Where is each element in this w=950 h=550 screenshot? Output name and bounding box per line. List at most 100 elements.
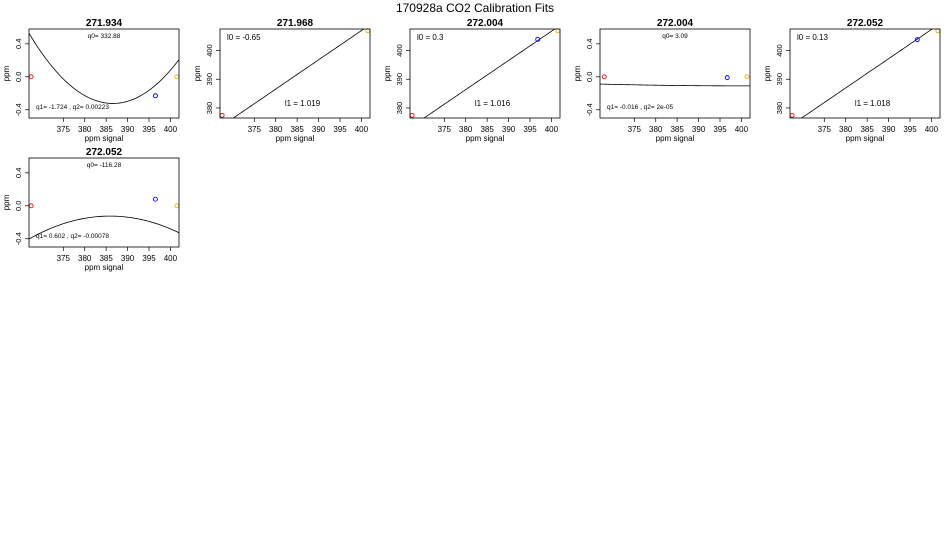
x-axis-label: ppm signal (466, 134, 505, 143)
x-tick-label: 390 (121, 125, 135, 134)
x-tick-label: 385 (480, 125, 494, 134)
x-tick-label: 400 (164, 125, 178, 134)
data-point (724, 75, 730, 81)
y-tick-label: 400 (205, 44, 214, 57)
data-point (601, 74, 607, 80)
y-tick-label: 380 (395, 102, 404, 115)
chart-panel: 271.934 375 380 385 390 395 400 -0.4 0.0 0.4 ppm s… (2, 18, 180, 143)
y-tick-label: 0.4 (585, 39, 594, 49)
y-tick-label: -0.4 (14, 103, 23, 116)
coefficient-label: q1= -1.724 , q2= 0.00223 (36, 104, 109, 111)
plot-frame (409, 28, 561, 119)
x-tick-label: 380 (78, 254, 92, 263)
plot-frame (789, 28, 941, 119)
x-tick-label: 375 (57, 254, 71, 263)
x-tick-label: 375 (628, 125, 642, 134)
x-tick-label: 395 (903, 125, 917, 134)
coefficient-label: q0= 332.88 (88, 33, 121, 40)
plot-frame (28, 28, 180, 119)
x-tick-label: 400 (925, 125, 939, 134)
x-tick-label: 400 (164, 254, 178, 263)
y-axis-label: ppm (2, 194, 11, 210)
y-tick-label: 0.0 (14, 72, 23, 82)
plot-frame (219, 28, 371, 119)
data-point (914, 37, 920, 43)
coefficient-label: q1= -0.016 , q2= 2e-05 (607, 104, 674, 111)
coefficient-label: l0 = 0.13 (797, 33, 828, 42)
data-point (152, 93, 158, 99)
x-tick-label: 380 (839, 125, 853, 134)
coefficient-label: q1= 0.602 , q2= -0.00078 (36, 233, 109, 240)
x-tick-label: 380 (78, 125, 92, 134)
x-tick-label: 395 (333, 125, 347, 134)
x-tick-label: 400 (735, 125, 749, 134)
y-axis-label: ppm (193, 65, 202, 81)
data-point (219, 112, 225, 118)
x-tick-label: 395 (523, 125, 537, 134)
data-point (174, 203, 180, 209)
y-tick-label: 390 (205, 73, 214, 86)
x-tick-label: 395 (142, 254, 156, 263)
y-tick-label: 400 (395, 44, 404, 57)
data-point (789, 112, 795, 118)
y-axis-label: ppm (573, 65, 582, 81)
fit-line (600, 83, 750, 87)
x-tick-label: 390 (692, 125, 706, 134)
fit-line (800, 29, 933, 118)
x-tick-label: 385 (290, 125, 304, 134)
y-tick-label: 0.0 (14, 201, 23, 211)
fit-line (232, 29, 365, 118)
data-point (535, 36, 541, 42)
x-tick-label: 375 (248, 125, 262, 134)
x-tick-label: 385 (99, 254, 113, 263)
data-point (152, 196, 158, 202)
y-tick-label: 390 (395, 73, 404, 86)
y-tick-label: 380 (205, 102, 214, 115)
fit-line (29, 33, 179, 104)
x-axis-label: ppm signal (276, 134, 315, 143)
coefficient-label: l1 = 1.019 (285, 99, 321, 108)
chart-panel: 271.968 375 380 385 390 395 400 380 390 400 ppm si… (193, 18, 371, 143)
x-tick-label: 390 (312, 125, 326, 134)
chart-panel: 272.004 375 380 385 390 395 400 -0.4 0.0 0.4 ppm s… (573, 18, 751, 143)
x-tick-label: 375 (818, 125, 832, 134)
x-tick-label: 380 (459, 125, 473, 134)
plot-frame (599, 28, 751, 119)
x-tick-label: 395 (713, 125, 727, 134)
coefficient-label: q0= -116.28 (87, 162, 122, 169)
panel-title: 272.004 (657, 18, 694, 29)
figure-title: 170928a CO2 Calibration Fits (396, 1, 554, 15)
y-tick-label: 390 (775, 73, 784, 86)
x-axis-label: ppm signal (85, 263, 124, 272)
chart-panel: 272.052 375 380 385 390 395 400 -0.4 0.0 0.4 ppm s… (2, 147, 180, 272)
x-tick-label: 400 (355, 125, 369, 134)
coefficient-label: l1 = 1.016 (475, 99, 511, 108)
x-axis-label: ppm signal (656, 134, 695, 143)
data-point (28, 74, 34, 80)
panel-title: 272.052 (86, 147, 123, 158)
y-axis-label: ppm (2, 65, 11, 81)
coefficient-label: l0 = -0.65 (227, 33, 261, 42)
y-tick-label: 400 (775, 44, 784, 57)
y-tick-label: 0.4 (14, 39, 23, 49)
chart-panel: 272.052 375 380 385 390 395 400 380 390 400 ppm si… (763, 18, 941, 143)
panel-title: 271.934 (86, 18, 123, 29)
panel-title: 272.052 (847, 18, 884, 29)
coefficient-label: l1 = 1.018 (855, 99, 891, 108)
x-tick-label: 390 (121, 254, 135, 263)
y-tick-label: 380 (775, 102, 784, 115)
x-tick-label: 380 (269, 125, 283, 134)
x-tick-label: 390 (882, 125, 896, 134)
x-tick-label: 400 (545, 125, 559, 134)
panel-title: 272.004 (467, 18, 504, 29)
x-tick-label: 390 (502, 125, 516, 134)
y-axis-label: ppm (763, 65, 772, 81)
plot-frame (28, 157, 180, 248)
y-tick-label: -0.4 (585, 103, 594, 116)
x-axis-label: ppm signal (846, 134, 885, 143)
fit-line (423, 29, 556, 118)
x-tick-label: 380 (649, 125, 663, 134)
y-axis-label: ppm (383, 65, 392, 81)
coefficient-label: l0 = 0.3 (417, 33, 444, 42)
x-tick-label: 395 (142, 125, 156, 134)
